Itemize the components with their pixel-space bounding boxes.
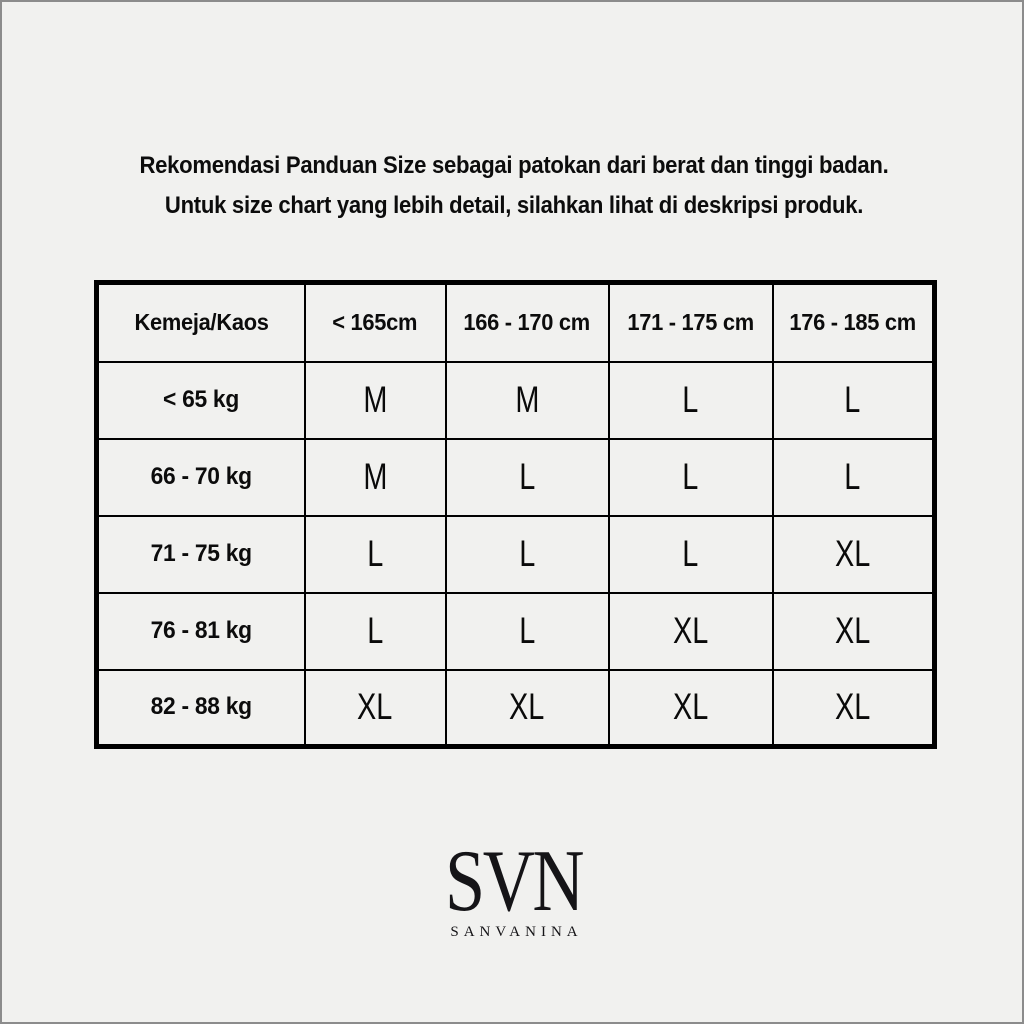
weight-range-label: < 65 kg [163, 386, 240, 413]
size-value: XL [672, 610, 709, 651]
size-value: M [514, 379, 540, 420]
header-label: 176 - 185 cm [789, 309, 917, 336]
size-value: L [682, 533, 699, 574]
size-value-cell: M [303, 437, 447, 517]
header-cell-height-3: 171 - 175 cm [607, 281, 774, 363]
weight-range-label: 66 - 70 kg [150, 463, 252, 490]
size-value-cell: L [607, 514, 774, 594]
weight-range-label: 82 - 88 kg [150, 693, 252, 721]
brand-logo: SVN [445, 833, 585, 930]
size-value: XL [672, 686, 709, 728]
size-value: M [362, 456, 388, 497]
row-label-cell: 76 - 81 kg [95, 591, 306, 671]
intro-text: Rekomendasi Panduan Size sebagai patokan… [43, 146, 985, 226]
table-row: < 65 kg M M L L [95, 360, 936, 440]
header-cell-height-4: 176 - 185 cm [771, 281, 936, 363]
size-table: Kemeja/Kaos < 165cm 166 - 170 cm 171 - 1… [94, 280, 937, 749]
table-header-row: Kemeja/Kaos < 165cm 166 - 170 cm 171 - 1… [95, 281, 936, 363]
size-value: XL [509, 686, 545, 728]
size-value-cell: L [771, 437, 936, 517]
header-cell-height-1: < 165cm [303, 281, 447, 363]
header-cell-product: Kemeja/Kaos [95, 281, 306, 363]
header-cell-height-2: 166 - 170 cm [444, 281, 610, 363]
size-value-cell: L [303, 514, 447, 594]
row-label-cell: 82 - 88 kg [95, 668, 306, 748]
size-value: XL [835, 610, 871, 651]
size-value-cell: XL [607, 591, 774, 671]
size-value: M [362, 379, 388, 420]
weight-range-label: 76 - 81 kg [150, 617, 252, 644]
size-value: L [682, 379, 699, 420]
size-value: L [518, 610, 536, 651]
size-value-cell: XL [444, 668, 610, 748]
size-value: L [518, 456, 536, 497]
size-value-cell: L [444, 514, 610, 594]
size-value-cell: L [771, 360, 936, 440]
row-label-cell: < 65 kg [95, 360, 306, 440]
table-row: 82 - 88 kg XL XL XL XL [95, 668, 936, 748]
brand-name: SANVANINA [450, 924, 583, 940]
intro-line-2: Untuk size chart yang lebih detail, sila… [164, 192, 864, 219]
size-value: XL [835, 533, 871, 574]
header-label: Kemeja/Kaos [134, 309, 269, 336]
header-label: < 165cm [332, 309, 418, 336]
size-value: XL [835, 686, 871, 728]
size-value-cell: L [607, 437, 774, 517]
size-value: L [682, 456, 699, 497]
table-row: 66 - 70 kg M L L L [95, 437, 936, 517]
size-value: L [366, 533, 384, 574]
size-value-cell: L [444, 591, 610, 671]
header-label: 171 - 175 cm [627, 309, 754, 336]
size-value-cell: XL [771, 514, 936, 594]
row-label-cell: 71 - 75 kg [95, 514, 306, 594]
size-value-cell: L [607, 360, 774, 440]
size-value-cell: XL [771, 591, 936, 671]
intro-line-1: Rekomendasi Panduan Size sebagai patokan… [139, 152, 889, 179]
weight-range-label: 71 - 75 kg [150, 540, 252, 567]
size-value-cell: L [444, 437, 610, 517]
table-row: 76 - 81 kg L L XL XL [95, 591, 936, 671]
table-row: 71 - 75 kg L L L XL [95, 514, 936, 594]
size-value: L [844, 456, 861, 497]
size-value: L [518, 533, 536, 574]
header-label: 166 - 170 cm [463, 309, 591, 336]
size-value-cell: M [444, 360, 610, 440]
size-value-cell: XL [771, 668, 936, 748]
size-value-cell: XL [303, 668, 447, 748]
size-value: L [844, 379, 861, 420]
size-value-cell: L [303, 591, 447, 671]
size-value-cell: M [303, 360, 447, 440]
row-label-cell: 66 - 70 kg [95, 437, 306, 517]
size-value-cell: XL [607, 668, 774, 748]
size-value: XL [357, 686, 393, 728]
size-value: L [366, 610, 384, 651]
brand-logo-block: SVN SANVANINA [2, 833, 1022, 941]
